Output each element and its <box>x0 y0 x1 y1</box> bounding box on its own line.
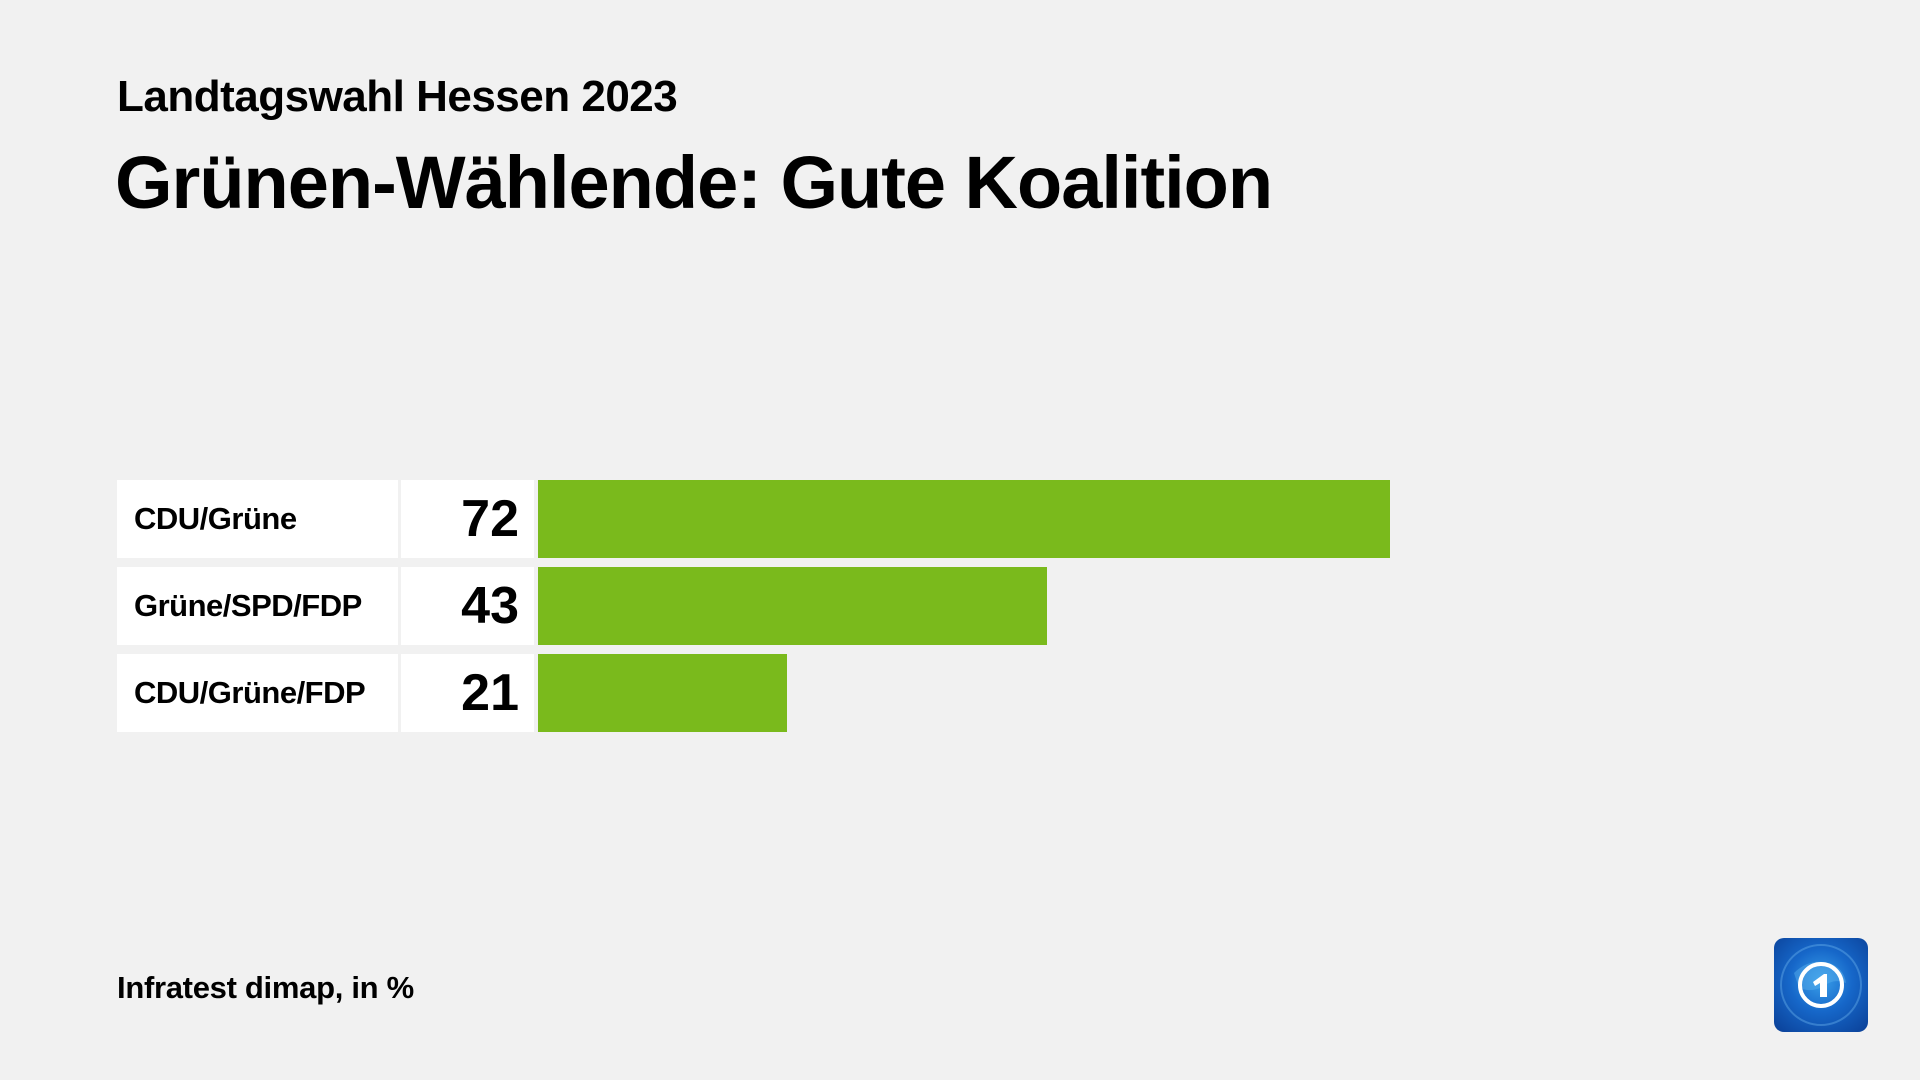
bar-row: Grüne/SPD/FDP 43 <box>117 567 1047 645</box>
bar <box>538 654 787 732</box>
bar-label: CDU/Grüne <box>117 480 398 558</box>
bar <box>538 567 1047 645</box>
chart-subtitle: Landtagswahl Hessen 2023 <box>117 72 678 121</box>
bar-value: 43 <box>401 567 534 645</box>
source-note: Infratest dimap, in % <box>117 970 414 1005</box>
chart-title: Grünen-Wählende: Gute Koalition <box>115 141 1273 224</box>
bar-label: Grüne/SPD/FDP <box>117 567 398 645</box>
bar-value: 72 <box>401 480 534 558</box>
tagesschau-logo-icon <box>1774 938 1868 1032</box>
bar <box>538 480 1390 558</box>
bar-label: CDU/Grüne/FDP <box>117 654 398 732</box>
bar-value: 21 <box>401 654 534 732</box>
bar-row: CDU/Grüne 72 <box>117 480 1390 558</box>
bar-row: CDU/Grüne/FDP 21 <box>117 654 787 732</box>
